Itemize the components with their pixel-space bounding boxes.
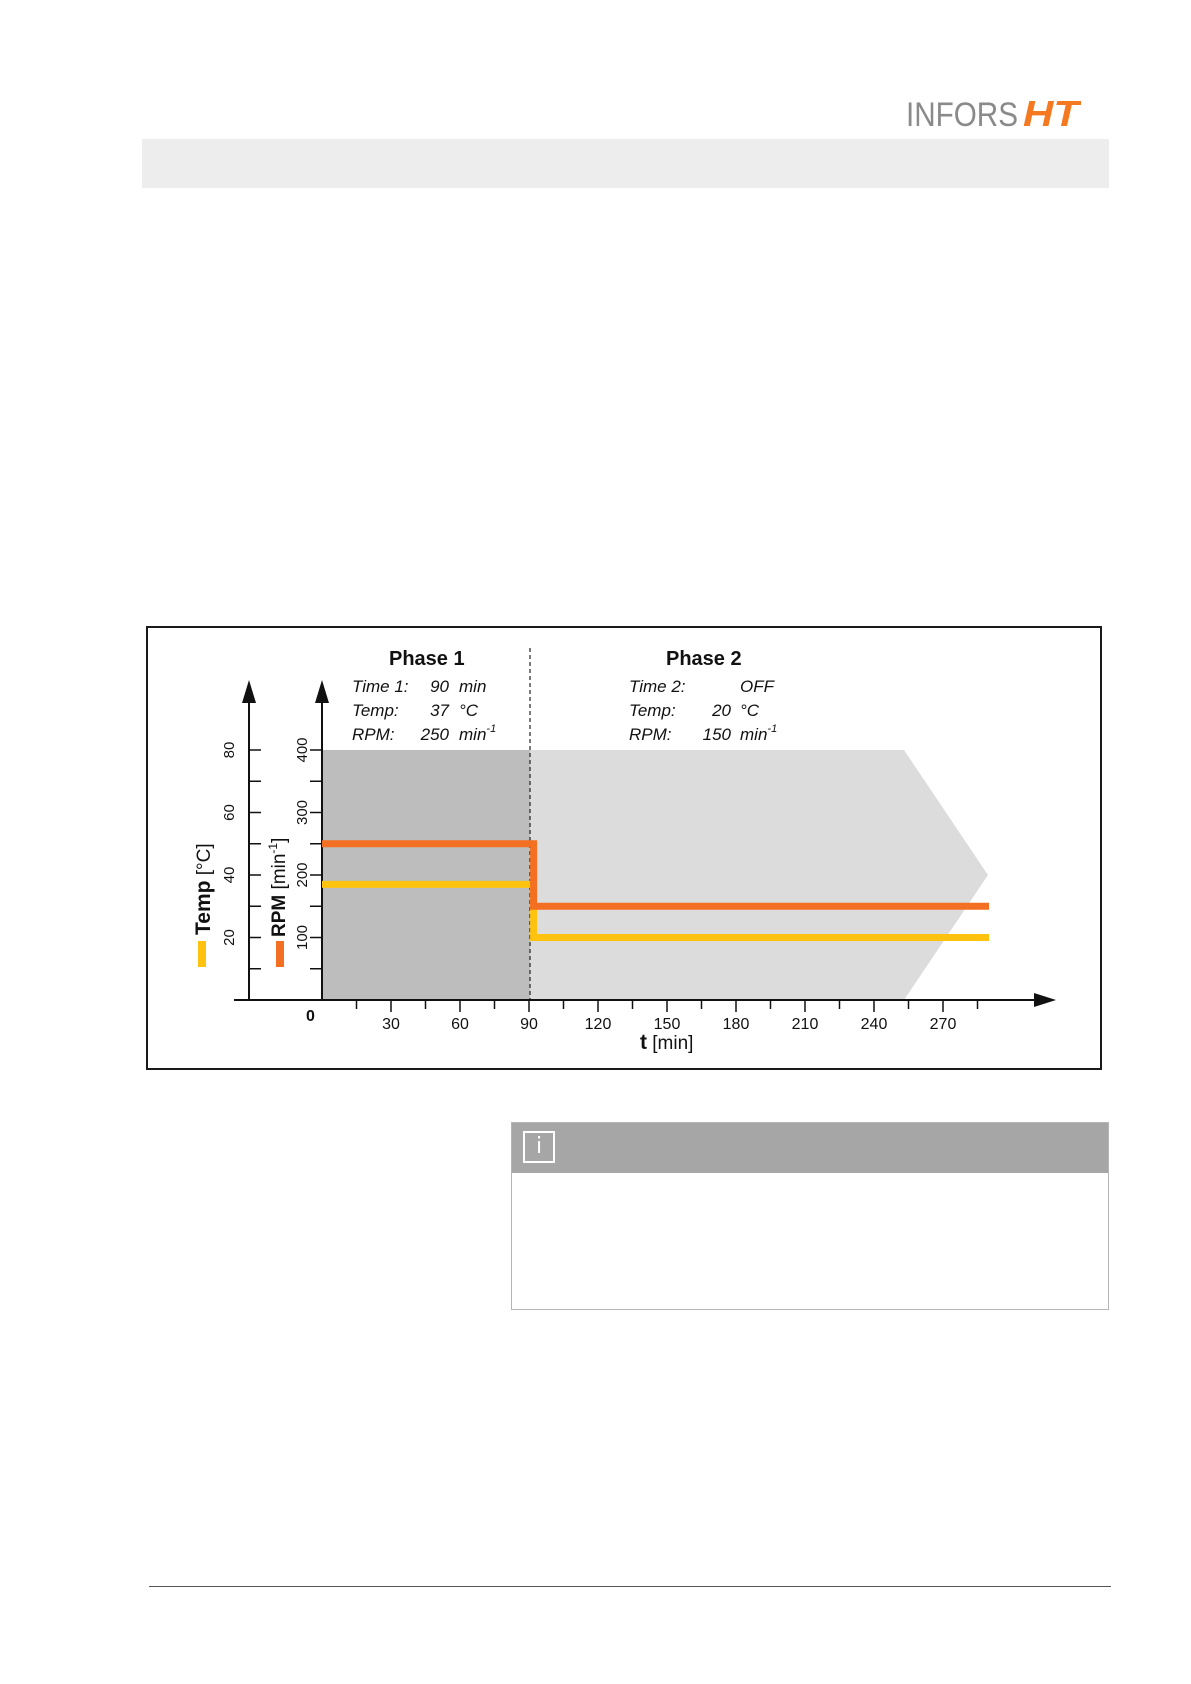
x-tick-label: 30	[382, 1016, 400, 1033]
phase1-rpm-unit-base: min	[459, 725, 486, 744]
phase1-time-label: Time 1:	[352, 677, 409, 696]
x-tick-label: 150	[654, 1016, 681, 1033]
x-tick-label: 60	[451, 1016, 469, 1033]
rpm-legend-swatch	[276, 941, 284, 967]
phase1-temp-label: Temp:	[352, 701, 399, 720]
temp-axis-title-bold: Temp	[192, 881, 215, 935]
info-note-box: i	[511, 1122, 1109, 1310]
program-phase-figure: 30 60 90 120 150 180 210 240 270 100 200 300 400 20…	[146, 626, 1102, 1070]
x-axis-title: t [min]	[640, 1031, 693, 1054]
rpm-axis-title-sup: -1	[266, 843, 280, 854]
phase1-annotation: Phase 1 Time 1: 90 min Temp: 37 °C RPM: …	[352, 648, 496, 744]
temp-tick-label: 20	[221, 929, 238, 946]
info-note-header: i	[512, 1123, 1108, 1173]
phase2-temp-label: Temp:	[629, 701, 676, 720]
footer-divider	[149, 1586, 1111, 1587]
phase1-rpm-label: RPM:	[352, 725, 395, 744]
phase1-time-value: 90	[430, 677, 449, 696]
temp-axis-title: Temp [°C]	[192, 843, 215, 935]
rpm-axis-title-rest: [min	[269, 854, 290, 895]
rpm-tick-label: 400	[294, 737, 311, 762]
x-tick-label: 240	[861, 1016, 888, 1033]
rpm-axis-title: RPM [min-1]	[266, 838, 290, 937]
phase1-rpm-unit-sup: -1	[486, 723, 496, 735]
rpm-tick-label: 100	[294, 925, 311, 950]
rpm-series-line	[322, 840, 989, 910]
rpm-tick-label: 300	[294, 800, 311, 825]
logo-text: INFORS	[906, 96, 1018, 134]
x-tick-label: 180	[723, 1016, 750, 1033]
section-header-bar	[142, 139, 1109, 188]
phase2-rpm-unit-base: min	[740, 725, 767, 744]
phase1-temp-unit: °C	[459, 701, 479, 720]
phase1-rpm-value: 250	[420, 725, 450, 744]
temp-legend-swatch	[198, 941, 206, 967]
temp-series-line	[322, 880, 989, 941]
phase1-rpm-unit: min-1	[459, 723, 496, 744]
rpm-axis-title-close: ]	[269, 838, 290, 843]
x-tick-label: 270	[930, 1016, 957, 1033]
phase1-temp-value: 37	[430, 701, 449, 720]
phase2-time-label: Time 2:	[629, 677, 686, 696]
phase2-rpm-unit-sup: -1	[767, 723, 777, 735]
phase1-time-unit: min	[459, 677, 486, 696]
temp-axis-title-rest: [°C]	[194, 843, 215, 880]
phase1-region	[323, 750, 530, 1000]
infors-ht-logo: INFORS HT	[906, 94, 1081, 134]
x-origin-label: 0	[306, 1008, 315, 1025]
temp-axis-arrow	[242, 680, 256, 703]
info-icon: i	[523, 1131, 555, 1163]
x-tick-label: 120	[585, 1016, 612, 1033]
phase2-title: Phase 2	[666, 648, 742, 670]
x-tick-label: 90	[520, 1016, 538, 1033]
temp-tick-label: 40	[221, 867, 238, 884]
x-axis-title-bold: t	[640, 1031, 647, 1054]
phase2-temp-value: 20	[711, 701, 731, 720]
phase2-rpm-unit: min-1	[740, 723, 777, 744]
rpm-tick-label: 200	[294, 862, 311, 887]
phase2-time-value: OFF	[740, 677, 776, 696]
phase2-temp-unit: °C	[740, 701, 760, 720]
x-tick-label: 210	[792, 1016, 819, 1033]
phase2-rpm-value: 150	[703, 725, 732, 744]
rpm-axis-arrow	[315, 680, 329, 703]
logo-mark: HT	[1023, 94, 1081, 134]
x-axis-title-rest: [min]	[647, 1033, 693, 1054]
temp-tick-label: 80	[221, 742, 238, 759]
phase2-rpm-label: RPM:	[629, 725, 672, 744]
x-axis-arrow	[1034, 993, 1056, 1007]
temp-tick-label: 60	[221, 804, 238, 821]
rpm-axis-title-bold: RPM	[269, 895, 290, 937]
phase2-region	[530, 750, 988, 1000]
phase2-annotation: Phase 2 Time 2: OFF Temp: 20 °C RPM: 150…	[629, 648, 777, 744]
phase1-title: Phase 1	[389, 648, 465, 670]
